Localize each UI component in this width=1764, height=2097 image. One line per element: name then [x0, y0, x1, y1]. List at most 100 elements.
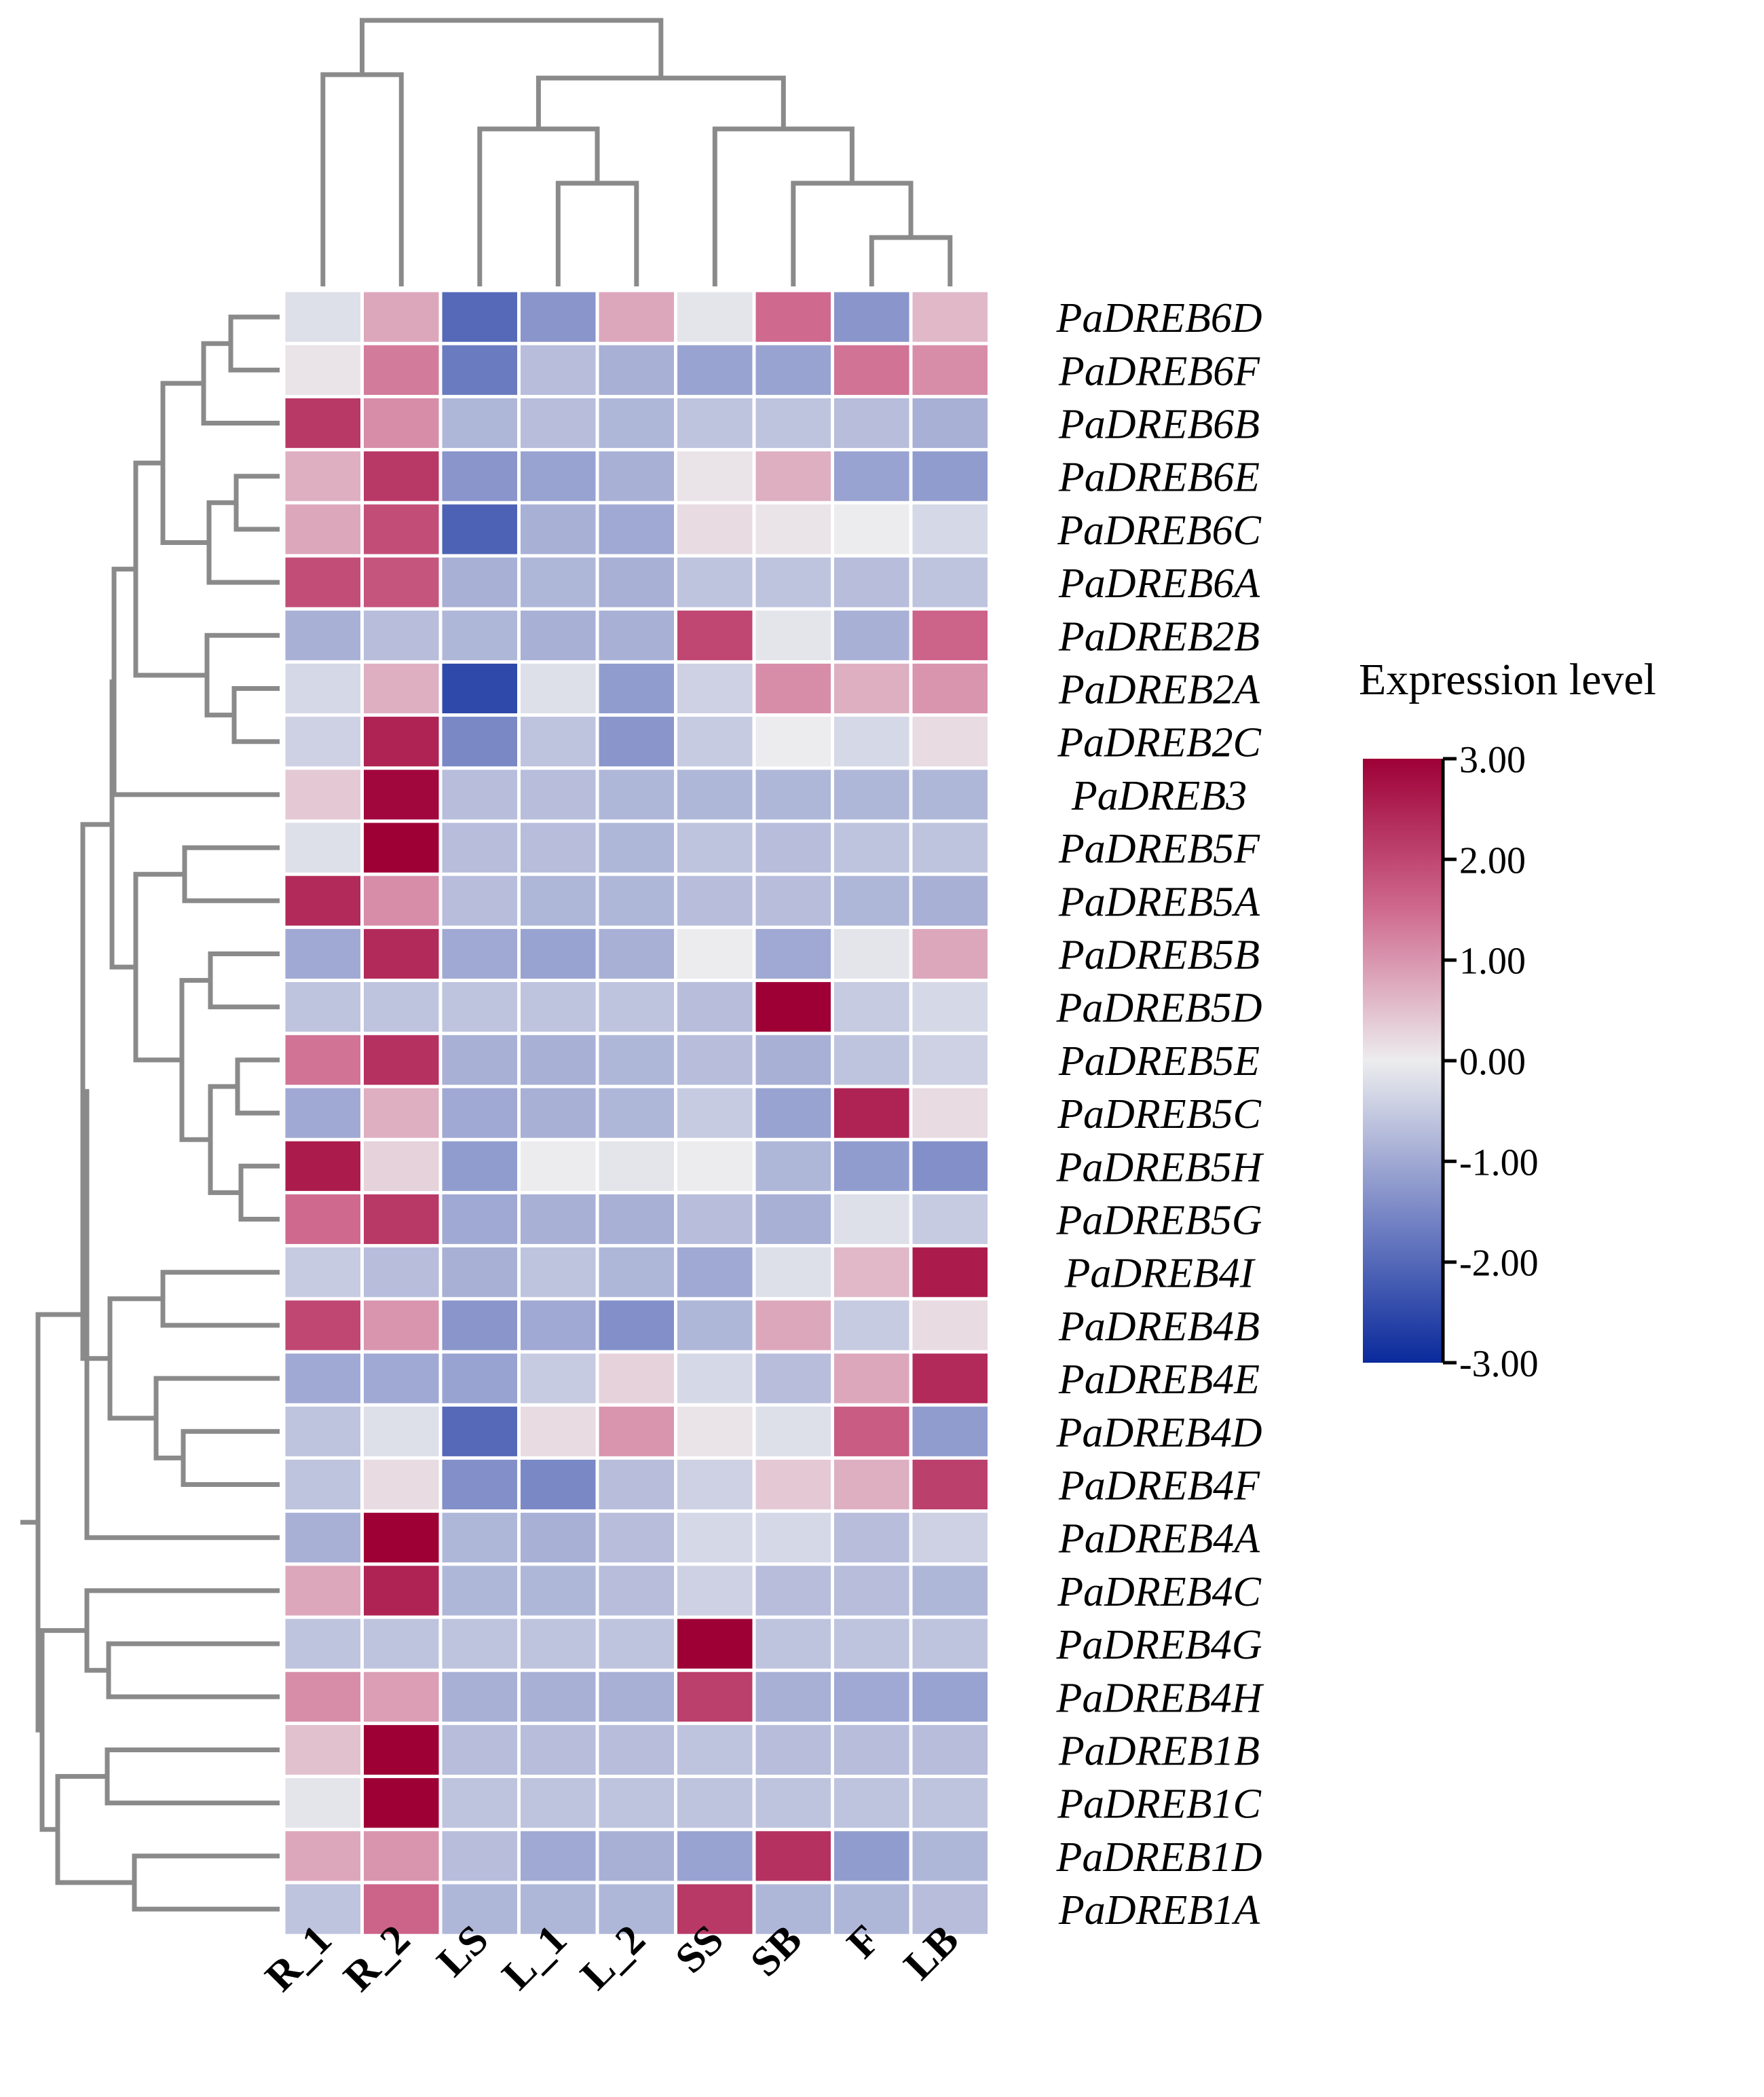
heatmap-cell — [755, 292, 831, 342]
heatmap-cell — [599, 504, 674, 554]
heatmap-cell — [599, 1300, 674, 1350]
heatmap-cell — [364, 1566, 439, 1616]
heatmap-cell — [521, 1778, 596, 1828]
heatmap-cell — [599, 663, 674, 714]
row-label: PaDREB4H — [1055, 1675, 1264, 1721]
heatmap-cell — [521, 1459, 596, 1510]
heatmap-cell — [285, 504, 360, 554]
heatmap-cell — [599, 1141, 674, 1191]
heatmap-cell — [285, 1619, 360, 1669]
heatmap-cell — [677, 1671, 753, 1722]
legend-tick-label: -1.00 — [1459, 1141, 1539, 1184]
heatmap-cell — [912, 770, 988, 820]
heatmap-cell — [285, 1566, 360, 1616]
heatmap-cell — [285, 663, 360, 714]
heatmap-cell — [521, 1619, 596, 1669]
row-label: PaDREB6D — [1055, 295, 1262, 341]
heatmap-cell — [834, 1353, 909, 1403]
legend-tick-label: 1.00 — [1459, 941, 1526, 983]
heatmap-cell — [912, 1300, 988, 1350]
heatmap-cell — [521, 1300, 596, 1350]
heatmap-cell — [521, 1831, 596, 1881]
row-label: PaDREB6E — [1058, 455, 1260, 501]
heatmap-cell — [521, 1671, 596, 1722]
heatmap-cell — [912, 1141, 988, 1191]
heatmap-cell — [442, 345, 517, 395]
heatmap-cell — [755, 1831, 831, 1881]
row-label: PaDREB5D — [1055, 985, 1262, 1032]
heatmap-cell — [912, 663, 988, 714]
heatmap-cell — [912, 1247, 988, 1298]
heatmap-cell — [285, 1194, 360, 1245]
heatmap-cell — [677, 1566, 753, 1616]
heatmap-cell — [677, 1459, 753, 1510]
heatmap-cell — [677, 1884, 753, 1934]
heatmap-cell — [755, 823, 831, 873]
heatmap-cell — [521, 610, 596, 660]
heatmap-cell — [442, 928, 517, 979]
heatmap-cell — [521, 504, 596, 554]
row-label: PaDREB2C — [1057, 720, 1261, 766]
heatmap-cell — [912, 982, 988, 1032]
heatmap-cell — [364, 557, 439, 607]
heatmap-cell — [599, 610, 674, 660]
heatmap-cell — [521, 451, 596, 502]
heatmap-cell — [364, 1513, 439, 1563]
row-label: PaDREB5A — [1058, 879, 1260, 925]
heatmap-cell — [834, 610, 909, 660]
heatmap-cell — [599, 1459, 674, 1510]
legend-colorbar — [1363, 759, 1443, 1363]
heatmap-cell — [912, 1619, 988, 1669]
row-label: PaDREB4B — [1058, 1304, 1260, 1350]
heatmap-cell — [834, 1831, 909, 1881]
heatmap-cell — [442, 292, 517, 342]
heatmap-cell — [677, 557, 753, 607]
heatmap-cell — [285, 1513, 360, 1563]
heatmap-cell — [912, 928, 988, 979]
heatmap-cell — [442, 1353, 517, 1403]
heatmap-cell — [285, 1724, 360, 1775]
heatmap-cell — [755, 717, 831, 767]
heatmap-cell — [599, 292, 674, 342]
heatmap-cell — [677, 504, 753, 554]
row-label: PaDREB3 — [1071, 773, 1247, 819]
heatmap-cell — [755, 1035, 831, 1085]
heatmap-cell — [755, 1724, 831, 1775]
heatmap-cell — [521, 1884, 596, 1934]
heatmap-cell — [677, 1406, 753, 1456]
heatmap-cell — [285, 1300, 360, 1350]
heatmap-cell — [285, 875, 360, 926]
heatmap-cell — [755, 875, 831, 926]
heatmap-cell — [755, 1247, 831, 1298]
heatmap-cell — [834, 1194, 909, 1245]
heatmap-cell — [599, 1194, 674, 1245]
legend-title: Expression level — [1359, 655, 1656, 704]
heatmap-cell — [364, 1459, 439, 1510]
heatmap-cell — [599, 875, 674, 926]
heatmap-cell — [521, 928, 596, 979]
heatmap-cell — [834, 1619, 909, 1669]
heatmap-cell — [285, 770, 360, 820]
heatmap-cell — [521, 1194, 596, 1245]
heatmap-cell — [442, 770, 517, 820]
heatmap-cell — [755, 1194, 831, 1245]
heatmap-cell — [599, 823, 674, 873]
heatmap-cell — [599, 717, 674, 767]
heatmap-cell — [599, 1884, 674, 1934]
heatmap-cell — [677, 1194, 753, 1245]
heatmap-cell — [442, 1300, 517, 1350]
heatmap-cell — [834, 1247, 909, 1298]
heatmap-cell — [442, 1671, 517, 1722]
heatmap-cell — [285, 1459, 360, 1510]
row-label: PaDREB5C — [1057, 1091, 1261, 1137]
heatmap-cell — [834, 663, 909, 714]
heatmap-cell — [442, 1035, 517, 1085]
heatmap-cell — [521, 1141, 596, 1191]
heatmap-cell — [912, 823, 988, 873]
heatmap-cell — [599, 1353, 674, 1403]
heatmap-cell — [442, 557, 517, 607]
heatmap-cell — [755, 982, 831, 1032]
heatmap-cell — [677, 1035, 753, 1085]
row-label: PaDREB4I — [1064, 1251, 1256, 1297]
heatmap-cell — [364, 1884, 439, 1934]
